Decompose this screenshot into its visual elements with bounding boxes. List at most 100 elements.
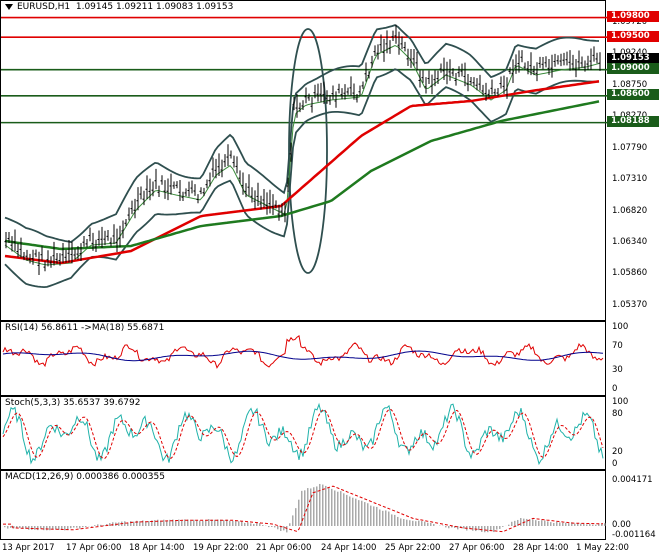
macd-indicator-pane[interactable]: MACD(12,26,9) 0.000386 0.000355 <box>0 470 606 540</box>
macd-hist-bar <box>556 521 558 526</box>
macd-hist-bar <box>25 526 27 529</box>
macd-hist-bar <box>157 519 159 526</box>
macd-hist-bar <box>313 487 315 526</box>
stochastic-indicator-pane[interactable]: Stoch(5,3,3) 35.6537 39.6792 <box>0 396 606 470</box>
macd-canvas[interactable] <box>1 471 607 541</box>
macd-hist-bar <box>193 519 195 526</box>
macd-hist-bar <box>52 526 54 530</box>
macd-hist-bar <box>208 519 210 526</box>
macd-hist-bar <box>145 521 147 526</box>
macd-hist-bar <box>103 525 105 526</box>
macd-hist-bar <box>238 521 240 526</box>
macd-hist-bar <box>499 526 501 529</box>
macd-hist-bar <box>346 494 348 526</box>
macd-hist-bar <box>274 526 276 528</box>
macd-hist-bar <box>481 526 483 532</box>
macd-hist-bar <box>283 526 285 531</box>
macd-hist-bar <box>379 509 381 526</box>
macd-hist-bar <box>487 526 489 533</box>
macd-hist-bar <box>169 519 171 526</box>
macd-hist-bar <box>391 514 393 526</box>
macd-hist-bar <box>592 524 594 526</box>
macd-hist-bar <box>100 524 102 526</box>
macd-hist-bar <box>535 520 537 526</box>
macd-hist-bar <box>574 523 576 526</box>
rsi-line <box>2 334 604 369</box>
macd-hist-bar <box>553 522 555 526</box>
price-level-tag[interactable]: 1.09153 <box>607 53 659 65</box>
macd-hist-bar <box>295 508 297 526</box>
time-axis-label: 24 Apr 14:00 <box>321 543 377 553</box>
rsi-axis-label: 70 <box>612 340 623 351</box>
price-level-tag[interactable]: 1.08188 <box>607 116 659 128</box>
macd-hist-bar <box>82 526 84 528</box>
macd-hist-bar <box>271 526 273 527</box>
macd-hist-bar <box>46 526 48 531</box>
stochastic-canvas[interactable] <box>1 397 607 471</box>
macd-hist-bar <box>220 519 222 526</box>
macd-hist-bar <box>394 514 396 526</box>
macd-hist-bar <box>352 497 354 526</box>
price-chart-canvas[interactable] <box>1 1 607 322</box>
macd-hist-bar <box>469 526 471 530</box>
price-level-tag[interactable]: 1.08600 <box>607 89 659 101</box>
price-level-tag[interactable]: 1.09500 <box>607 30 659 42</box>
macd-hist-bar <box>334 490 336 526</box>
macd-signal-line <box>3 485 603 533</box>
macd-hist-bar <box>118 522 120 526</box>
dropdown-triangle-icon[interactable] <box>5 3 13 10</box>
macd-hist-bar <box>328 487 330 526</box>
macd-hist-bar <box>517 519 519 526</box>
macd-hist-bar <box>307 488 309 526</box>
macd-hist-bar <box>142 520 144 526</box>
macd-hist-bar <box>490 526 492 532</box>
macd-hist-bar <box>583 523 585 526</box>
macd-hist-bar <box>214 519 216 526</box>
macd-hist-bar <box>433 524 435 526</box>
price-axis-label: 1.09240 <box>612 48 647 58</box>
macd-hist-bar <box>172 519 174 526</box>
macd-hist-bar <box>91 526 93 527</box>
macd-hist-bar <box>133 521 135 526</box>
macd-hist-bar <box>565 522 567 526</box>
macd-hist-bar <box>253 523 255 526</box>
macd-hist-bar <box>367 503 369 526</box>
macd-hist-bar <box>19 526 21 529</box>
macd-hist-bar <box>154 520 156 526</box>
stoch-axis-label: 0 <box>612 459 618 469</box>
macd-hist-bar <box>217 519 219 526</box>
macd-hist-bar <box>85 526 87 528</box>
macd-hist-bar <box>418 520 420 526</box>
stoch-main-line <box>2 402 604 466</box>
rsi-indicator-pane[interactable]: RSI(14) 56.8611 ->MA(18) 55.6871 <box>0 321 606 396</box>
macd-hist-bar <box>445 526 447 528</box>
price-chart-pane[interactable]: EURUSD,H1 1.09145 1.09211 1.09083 1.0915… <box>0 0 607 322</box>
macd-hist-bar <box>319 483 321 526</box>
macd-hist-bar <box>202 520 204 526</box>
macd-hist-bar <box>244 522 246 526</box>
macd-hist-bar <box>370 505 372 526</box>
macd-hist-bar <box>229 520 231 526</box>
macd-hist-bar <box>568 523 570 526</box>
price-level-tag[interactable]: 1.09800 <box>607 11 659 23</box>
price-level-tag[interactable]: 1.09000 <box>607 63 659 75</box>
macd-hist-bar <box>355 498 357 526</box>
macd-hist-bar <box>364 502 366 526</box>
macd-hist-bar <box>286 526 288 533</box>
price-axis-label: 1.07790 <box>612 142 648 153</box>
macd-hist-bar <box>385 510 387 526</box>
rsi-canvas[interactable] <box>1 322 607 397</box>
macd-hist-bar <box>358 500 360 526</box>
time-axis-label: 27 Apr 06:00 <box>449 543 505 553</box>
macd-hist-bar <box>376 506 378 526</box>
macd-hist-bar <box>400 518 402 526</box>
rsi-title: RSI(14) 56.8611 ->MA(18) 55.6871 <box>5 323 165 333</box>
macd-hist-bar <box>22 526 24 529</box>
macd-hist-bar <box>13 526 15 529</box>
macd-hist-bar <box>571 522 573 526</box>
stoch-axis-label: 20 <box>612 446 623 457</box>
macd-hist-bar <box>496 526 498 530</box>
rsi-ma-line <box>2 350 604 362</box>
macd-hist-bar <box>595 524 597 526</box>
macd-axis-label: 0.00 <box>612 520 631 530</box>
